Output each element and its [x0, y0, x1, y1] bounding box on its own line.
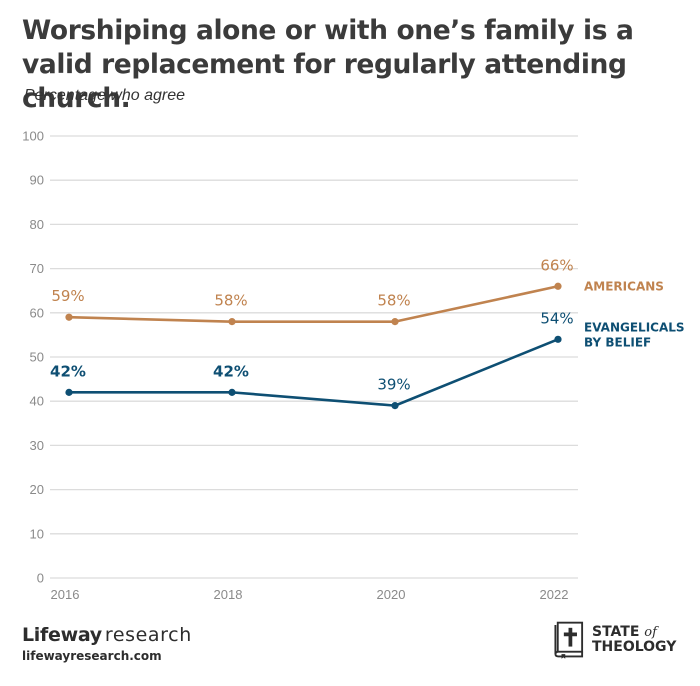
data-point — [65, 313, 73, 321]
x-tick-label: 2022 — [540, 587, 569, 602]
brand-bold: Lifeway — [22, 624, 102, 646]
chart-title: Worshiping alone or with one’s family is… — [22, 15, 634, 114]
y-tick-label: 90 — [30, 173, 44, 188]
data-point — [228, 318, 236, 326]
data-label: 54% — [540, 309, 573, 327]
data-label: 42% — [213, 362, 249, 380]
x-tick-label: 2018 — [214, 587, 243, 602]
y-tick-label: 80 — [30, 217, 44, 232]
data-label: 39% — [377, 376, 410, 394]
data-label: 58% — [214, 292, 247, 310]
y-axis-ticks: 0 10 20 30 40 50 60 70 80 90 100 — [22, 129, 44, 586]
y-tick-label: 100 — [22, 129, 44, 144]
bible-cross-icon — [554, 621, 584, 659]
y-tick-label: 70 — [30, 261, 44, 276]
y-tick-label: 30 — [30, 438, 44, 453]
gridlines — [50, 135, 578, 579]
logo-theology: THEOLOGY — [592, 639, 677, 655]
series-name-label: BY BELIEF — [584, 335, 651, 349]
brand-name: Lifeway research — [22, 624, 192, 646]
brand-regular: research — [104, 624, 192, 646]
y-tick-label: 60 — [30, 305, 44, 320]
series-line — [68, 285, 559, 323]
y-tick-label: 40 — [30, 394, 44, 409]
data-point — [228, 388, 236, 396]
series-group: 59% 58% 58% 66% AMERICANS 42% 42% 39% 54% EVANGEL… — [50, 256, 685, 410]
x-tick-label: 2020 — [377, 587, 406, 602]
y-tick-label: 0 — [37, 571, 44, 586]
x-tick-label: 2016 — [51, 587, 80, 602]
series-name-label: AMERICANS — [584, 279, 664, 293]
x-axis-ticks: 2016 2018 2020 2022 — [51, 587, 569, 602]
chart-subtitle: Percentage who agree — [24, 87, 185, 104]
y-tick-label: 20 — [30, 482, 44, 497]
y-tick-label: 10 — [30, 526, 44, 541]
website-url: lifewayresearch.com — [22, 649, 162, 663]
data-label: 59% — [51, 287, 84, 305]
series-americans: 59% 58% 58% 66% AMERICANS — [51, 256, 664, 326]
data-point — [554, 282, 562, 290]
state-of-theology-logo: STATE of THEOLOGY — [554, 621, 676, 659]
data-point — [391, 318, 399, 326]
data-label: 58% — [377, 292, 410, 310]
data-label: 66% — [540, 256, 573, 274]
data-point — [65, 388, 73, 396]
series-line — [69, 338, 559, 407]
lifeway-research-logo: Lifeway research lifewayresearch.com — [22, 624, 192, 663]
state-of-theology-wordmark: STATE of THEOLOGY — [592, 625, 676, 655]
y-tick-label: 50 — [30, 350, 44, 365]
data-point — [554, 335, 562, 343]
data-label: 42% — [50, 362, 86, 380]
series-name-label: EVANGELICALS — [584, 320, 685, 334]
data-point — [391, 402, 399, 410]
logo-state: STATE — [592, 624, 640, 640]
logo-of: of — [644, 625, 657, 640]
